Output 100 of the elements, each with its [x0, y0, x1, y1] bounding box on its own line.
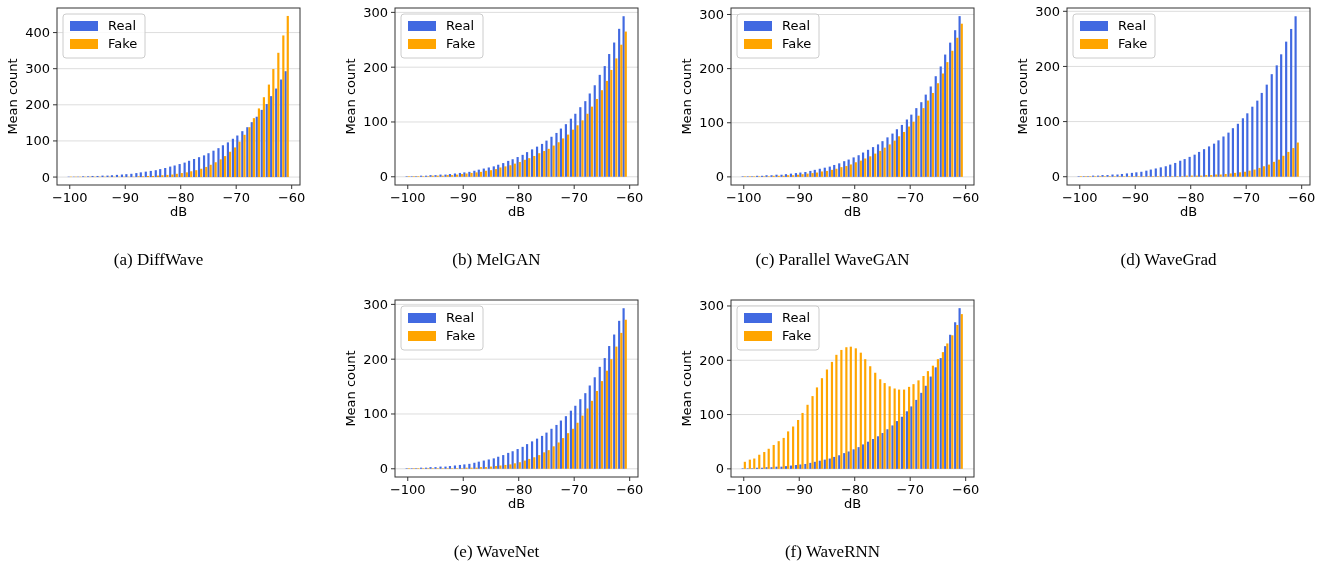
x-tick-label: −80 — [167, 190, 195, 205]
bar — [564, 124, 567, 177]
bar — [1130, 172, 1134, 177]
bar — [545, 432, 548, 469]
bar — [595, 390, 599, 469]
text: (a) DiffWave — [113, 250, 204, 269]
bar — [871, 438, 875, 469]
bar — [528, 458, 531, 469]
bar — [849, 164, 852, 177]
bar — [1292, 148, 1295, 177]
y-tick-label: 200 — [363, 351, 388, 367]
bar — [886, 429, 889, 469]
bar — [533, 155, 536, 177]
y-tick-label: 0 — [41, 169, 50, 185]
bar — [944, 54, 947, 177]
bar — [847, 451, 850, 469]
legend-label: Real — [782, 310, 811, 325]
bar — [900, 416, 903, 469]
bar — [521, 154, 524, 177]
bar — [620, 332, 623, 469]
bar — [941, 73, 944, 177]
bar — [1296, 142, 1299, 177]
bar — [207, 153, 210, 178]
bar — [561, 138, 565, 177]
x-tick-label: −70 — [896, 482, 924, 497]
bar — [473, 462, 476, 469]
bar — [178, 164, 181, 178]
y-tick-label: 100 — [363, 114, 388, 130]
bar — [876, 144, 880, 177]
bar — [523, 159, 526, 177]
bar — [574, 405, 577, 469]
bar — [1287, 151, 1290, 177]
legend-label: Real — [446, 310, 475, 325]
bar — [835, 354, 838, 469]
bar — [576, 422, 579, 469]
bar — [1272, 161, 1275, 177]
bar — [521, 446, 524, 469]
x-tick-label: −90 — [1121, 190, 1149, 205]
bar — [468, 463, 471, 469]
y-axis-title: Mean count — [5, 58, 20, 135]
bar — [852, 449, 855, 469]
bar — [958, 16, 961, 177]
x-tick-label: −90 — [111, 190, 139, 205]
bar — [550, 136, 553, 177]
bar — [874, 372, 877, 469]
bar — [557, 142, 560, 177]
y-tick-label: 300 — [699, 298, 724, 314]
bar — [936, 83, 939, 177]
y-tick-label: 300 — [1035, 3, 1060, 19]
legend-label: Fake — [108, 36, 138, 51]
bar — [618, 28, 621, 177]
y-tick-label: 0 — [379, 169, 388, 185]
x-tick-label: −100 — [389, 190, 426, 205]
bar — [804, 463, 807, 469]
bar — [833, 164, 836, 177]
bar — [929, 86, 932, 177]
bar — [866, 441, 870, 469]
bar — [1256, 100, 1259, 177]
bar — [275, 88, 278, 178]
bar — [869, 366, 872, 469]
bar — [1238, 172, 1242, 177]
bar — [1280, 54, 1283, 177]
bar — [509, 165, 512, 177]
bar — [895, 421, 898, 469]
x-tick-label: −80 — [841, 482, 869, 497]
text: (f) WaveRNN — [784, 542, 881, 561]
x-tick-label: −70 — [222, 190, 250, 205]
bar — [777, 441, 780, 469]
x-tick-label: −60 — [1287, 190, 1316, 205]
bar — [1260, 92, 1263, 177]
bar — [926, 371, 930, 469]
bar — [917, 115, 920, 177]
bar — [1188, 156, 1191, 177]
bar — [1294, 16, 1297, 177]
y-tick-label: 100 — [25, 133, 50, 149]
x-tick-label: −60 — [615, 190, 644, 205]
bar — [584, 101, 587, 177]
y-tick-label: 300 — [699, 7, 724, 22]
bar — [1224, 173, 1227, 177]
bar — [555, 132, 558, 177]
bar — [569, 118, 572, 177]
bar — [924, 94, 927, 177]
text: (d) WaveGrad — [1120, 250, 1218, 269]
bar — [618, 320, 621, 469]
x-axis-title: dB — [843, 204, 862, 219]
y-tick-label: 100 — [699, 407, 724, 423]
bar — [1285, 41, 1288, 177]
bar — [905, 411, 908, 469]
bar — [603, 358, 606, 469]
legend-label: Real — [782, 18, 811, 33]
y-tick-label: 200 — [363, 59, 388, 75]
bar — [223, 156, 227, 178]
bar — [787, 431, 790, 469]
x-axis-title: dB — [843, 496, 862, 511]
legend-label: Real — [446, 18, 475, 33]
y-tick-label: 300 — [363, 4, 388, 20]
y-tick-label: 300 — [25, 61, 50, 77]
bar — [183, 162, 186, 178]
bar — [907, 126, 911, 177]
bar — [929, 376, 932, 469]
